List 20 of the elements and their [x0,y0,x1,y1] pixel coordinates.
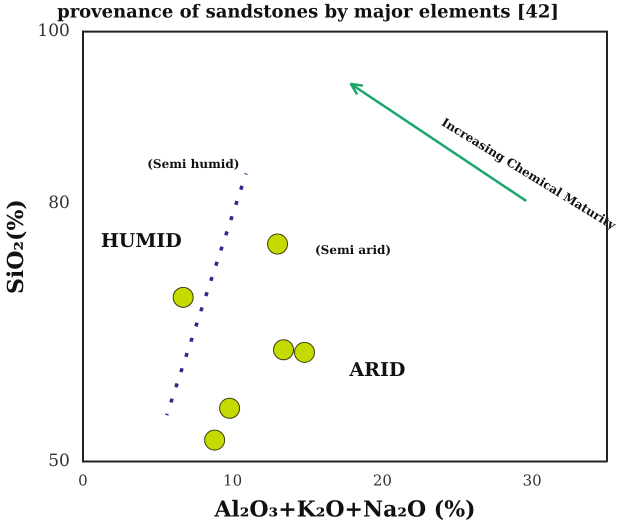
x-tick-label: 20 [372,471,392,490]
annotation: HUMID [100,230,182,252]
y-tick-label: 50 [48,451,70,472]
x-axis-title: Al₂O₃+K₂O+Na₂O (%) [213,496,476,523]
y-axis-title: SiO₂(%) [2,199,29,294]
x-tick-label: 30 [522,471,542,490]
y-tick-label: 100 [37,21,70,42]
chart-title: provenance of sandstones by major elements [42] [57,1,559,22]
x-tick-label: 0 [78,471,88,490]
point [294,342,315,363]
annotation: ARID [348,359,406,382]
y-tick-label: 80 [48,193,70,214]
point [219,398,240,419]
point [267,234,288,255]
point [273,339,294,360]
point [172,286,194,308]
x-tick-label: 10 [223,471,242,490]
point [204,430,226,451]
annotation: (Semi humid) [147,157,240,172]
annotation: (Semi arid) [314,243,392,258]
